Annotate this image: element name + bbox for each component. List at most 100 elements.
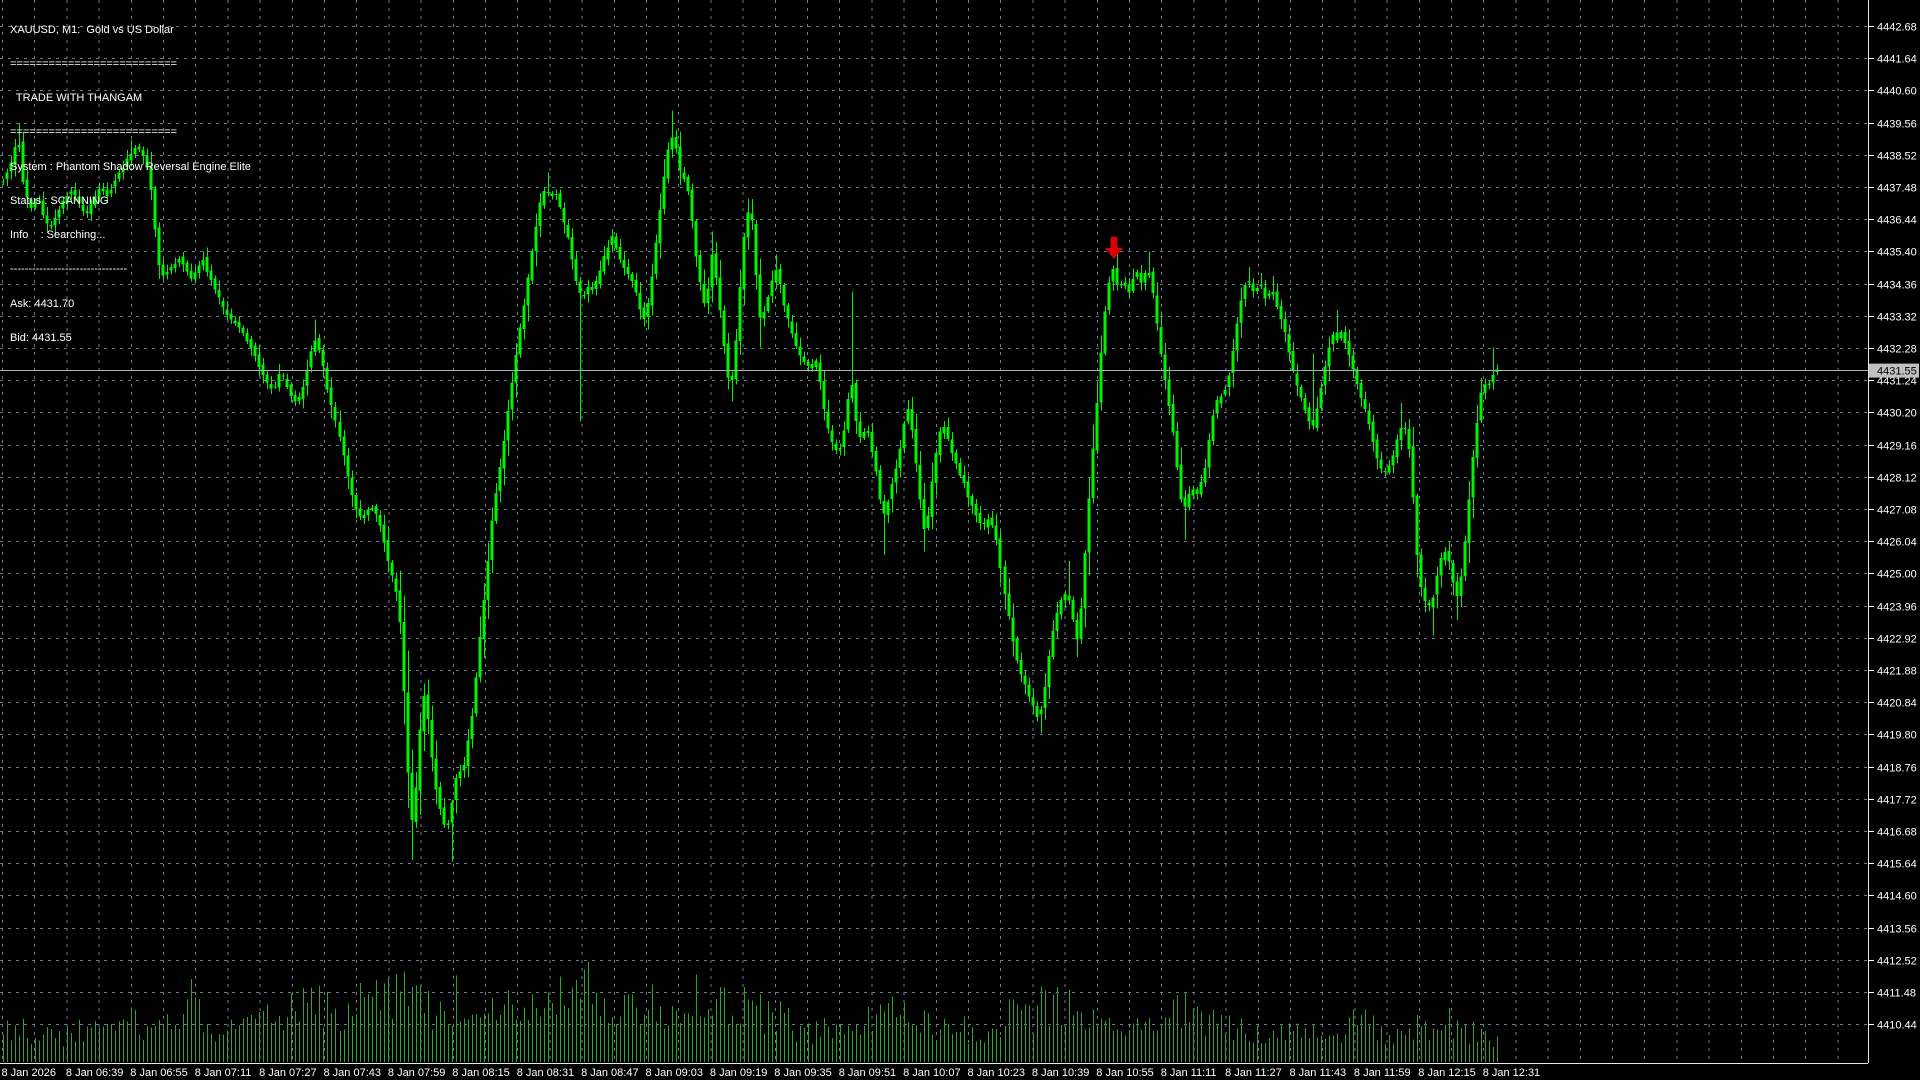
candle-body [73, 190, 77, 196]
candle-body [1439, 558, 1443, 576]
candle-body [398, 590, 402, 622]
candle-body [1335, 332, 1339, 341]
price-axis-label: 4438.52 [1877, 151, 1917, 163]
candle-body [974, 504, 978, 516]
candle-body [1367, 410, 1371, 425]
candle-body [1003, 566, 1007, 595]
candle-body [1247, 281, 1251, 283]
candle-body [285, 379, 289, 387]
candle-body [686, 177, 690, 191]
price-axis-label: 4427.08 [1877, 505, 1917, 517]
candle-body [1231, 351, 1235, 373]
price-axis-label: 4425.00 [1877, 569, 1917, 581]
candle-body [666, 149, 670, 179]
candle-body [702, 284, 706, 303]
candle-body [265, 374, 269, 383]
dash-separator: -------------------------------- [10, 263, 128, 276]
candle-body [1451, 563, 1455, 583]
candle-body [662, 176, 666, 209]
candle-body [1463, 542, 1467, 577]
candle-body [5, 172, 9, 180]
candle-body [1115, 268, 1119, 286]
price-axis-label: 4441.64 [1877, 54, 1917, 66]
candle-body [1011, 617, 1015, 642]
candle-body [105, 189, 109, 196]
candle-body [1447, 551, 1451, 562]
price-axis-label: 4415.64 [1877, 859, 1917, 871]
candle-body [566, 224, 570, 238]
candle-body [434, 758, 438, 790]
candle-body [1027, 684, 1031, 697]
candle-body [870, 432, 874, 452]
candle-body [930, 481, 934, 517]
candle-body [261, 364, 265, 376]
candle-body [165, 271, 169, 275]
price-axis-label: 4432.28 [1877, 344, 1917, 356]
time-axis-label: 8 Jan 12:15 [1418, 1067, 1476, 1079]
candle-body [29, 199, 33, 208]
candle-body [1043, 686, 1047, 709]
candle-body [670, 137, 674, 150]
candle-body [149, 165, 153, 190]
time-axis[interactable]: 8 Jan 2026 8 Jan 06:39 8 Jan 06:55 8 Jan 07… [0, 1063, 1868, 1080]
candle-body [1127, 285, 1131, 293]
candle-body [21, 141, 25, 182]
candle-body [490, 520, 494, 560]
candle-body [1055, 612, 1059, 631]
candle-body [762, 312, 766, 319]
candle-body [658, 209, 662, 244]
candle-body [97, 188, 101, 199]
candle-body [890, 484, 894, 500]
candle-body [630, 274, 634, 281]
candle-body [486, 560, 490, 600]
candle-body [1099, 352, 1103, 403]
candle-body [442, 807, 446, 825]
candle-body [1255, 288, 1259, 291]
candle-body [1415, 495, 1419, 556]
candle-body [734, 340, 738, 380]
candle-body [1259, 284, 1263, 287]
candle-body [358, 508, 362, 517]
candle-body [325, 367, 329, 390]
candle-body [338, 422, 342, 437]
candle-body [1095, 402, 1099, 451]
current-price-tag: 4431.55 [1869, 363, 1919, 378]
candle-body [430, 719, 434, 758]
candle-body [1151, 271, 1155, 293]
candle-body [482, 599, 486, 639]
candle-body [1423, 587, 1427, 602]
candle-body [990, 517, 994, 526]
candle-body [297, 397, 301, 401]
candle-body [558, 193, 562, 207]
candle-body [1419, 554, 1423, 587]
candle-body [822, 381, 826, 409]
candle-body [746, 212, 750, 238]
candle-body [1175, 431, 1179, 468]
time-axis-label: 8 Jan 2026 [2, 1067, 56, 1079]
time-axis-label: 8 Jan 07:11 [195, 1067, 252, 1079]
candle-body [45, 215, 49, 224]
candle-body [169, 267, 173, 271]
candle-body [1063, 593, 1067, 601]
candle-body [798, 346, 802, 356]
candle-body [25, 179, 29, 198]
candle-body [970, 496, 974, 506]
candle-body [1299, 387, 1303, 398]
candle-body [350, 477, 354, 495]
candle-body [237, 322, 241, 328]
candle-body [538, 202, 542, 226]
candle-body [1371, 421, 1375, 442]
candle-body [754, 223, 758, 276]
candle-body [1079, 608, 1083, 639]
time-axis-label: 8 Jan 11:11 [1161, 1067, 1217, 1079]
candle-body [1431, 597, 1435, 608]
candle-body [1275, 291, 1279, 307]
candle-body [1163, 354, 1167, 380]
price-axis[interactable]: 4442.68 4441.64 4440.60 4439.56 4438.52 4437.… [1868, 0, 1920, 1080]
time-axis-label: 8 Jan 10:07 [903, 1067, 961, 1079]
candle-body [634, 279, 638, 293]
candle-body [426, 694, 430, 719]
candle-body [790, 321, 794, 334]
